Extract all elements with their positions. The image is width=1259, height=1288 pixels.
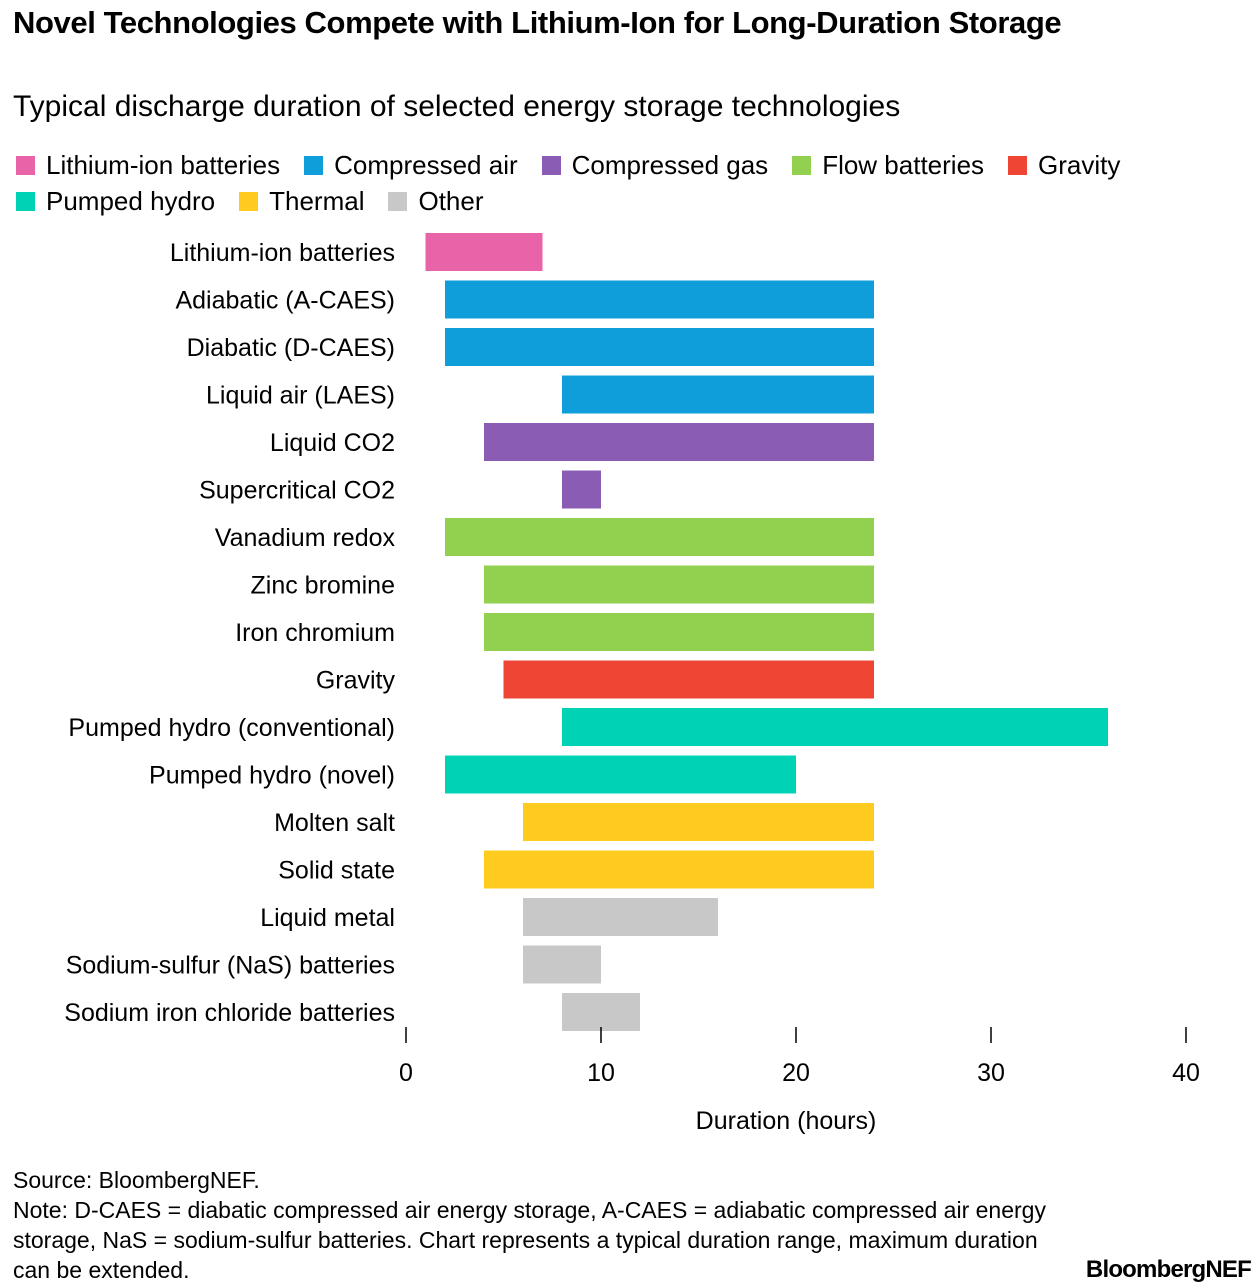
bar [523, 945, 601, 984]
category-label: Iron chromium [235, 619, 395, 647]
category-label: Liquid air (LAES) [206, 382, 395, 410]
category-label: Zinc bromine [251, 572, 396, 600]
footer: Source: BloombergNEF. Note: D-CAES = dia… [13, 1165, 1053, 1285]
category-label: Sodium iron chloride batteries [64, 999, 395, 1027]
legend-item: Compressed air [304, 150, 518, 180]
bar [484, 613, 874, 651]
source-note: Source: BloombergNEF. [13, 1167, 260, 1193]
legend-item: Gravity [1008, 150, 1120, 180]
legend-swatch [16, 191, 35, 211]
category-label: Supercritical CO2 [199, 477, 395, 505]
bar [523, 898, 718, 936]
bar [445, 755, 796, 794]
x-tick-label: 0 [399, 1059, 413, 1087]
x-tick-label: 10 [587, 1059, 615, 1087]
legend-label: Pumped hydro [46, 186, 216, 216]
category-label: Lithium-ion batteries [170, 239, 395, 267]
x-tick-label: 20 [782, 1059, 810, 1087]
category-label: Liquid CO2 [270, 429, 395, 457]
bar [562, 375, 874, 414]
legend-label: Lithium-ion batteries [46, 150, 281, 180]
legend-item: Pumped hydro [16, 186, 215, 216]
bar [484, 850, 874, 889]
bar [445, 328, 874, 366]
category-label: Pumped hydro (novel) [149, 762, 395, 790]
bar [425, 233, 543, 271]
category-label: Diabatic (D-CAES) [187, 334, 395, 362]
category-label: Gravity [316, 667, 396, 695]
bar [562, 708, 1108, 746]
bar [523, 803, 874, 841]
legend-item: Other [388, 186, 484, 216]
bar-chart: Lithium-ion batteries Adiabatic (A-CAES) D… [64, 233, 1200, 1135]
category-label: Adiabatic (A-CAES) [175, 287, 395, 315]
legend-item: Compressed gas [541, 150, 769, 180]
category-label: Liquid metal [260, 904, 395, 932]
legend-label: Compressed gas [571, 150, 769, 180]
x-axis-title: Duration (hours) [696, 1107, 877, 1135]
legend-swatch [792, 155, 812, 175]
legend-item: Lithium-ion batteries [16, 150, 280, 180]
x-tick-label: 40 [1172, 1059, 1200, 1087]
legend-swatch [239, 191, 259, 211]
category-label: Vanadium redox [215, 524, 396, 552]
legend-label: Compressed air [334, 150, 518, 180]
category-label: Pumped hydro (conventional) [68, 714, 395, 742]
brand-logo: BloombergNEF [1085, 1256, 1252, 1283]
bar [562, 993, 640, 1031]
category-label: Sodium-sulfur (NaS) batteries [66, 952, 395, 980]
bar [445, 280, 874, 319]
legend-swatch [304, 155, 324, 175]
bar [484, 423, 874, 461]
bar [562, 470, 601, 509]
legend-label: Flow batteries [822, 150, 985, 180]
bar [484, 565, 874, 604]
legend-swatch [541, 155, 561, 175]
bar [503, 660, 874, 699]
legend: Lithium-ion batteries Compressed air Compr… [16, 150, 1251, 216]
legend-label: Thermal [269, 186, 365, 216]
legend-item: Thermal [239, 186, 364, 216]
category-label: Solid state [278, 857, 395, 885]
legend-label: Gravity [1038, 150, 1121, 180]
bar [445, 518, 874, 556]
footnote: Note: D-CAES = diabatic compressed air e… [13, 1197, 1046, 1283]
category-label: Molten salt [274, 809, 395, 837]
legend-swatch [16, 155, 35, 175]
chart-title: Novel Technologies Compete with Lithium-… [13, 5, 1062, 40]
legend-swatch [1008, 155, 1028, 175]
chart-subtitle: Typical discharge duration of selected e… [13, 90, 901, 123]
legend-label: Other [418, 186, 484, 216]
legend-item: Flow batteries [792, 150, 984, 180]
x-tick-label: 30 [977, 1059, 1005, 1087]
legend-swatch [388, 191, 408, 211]
